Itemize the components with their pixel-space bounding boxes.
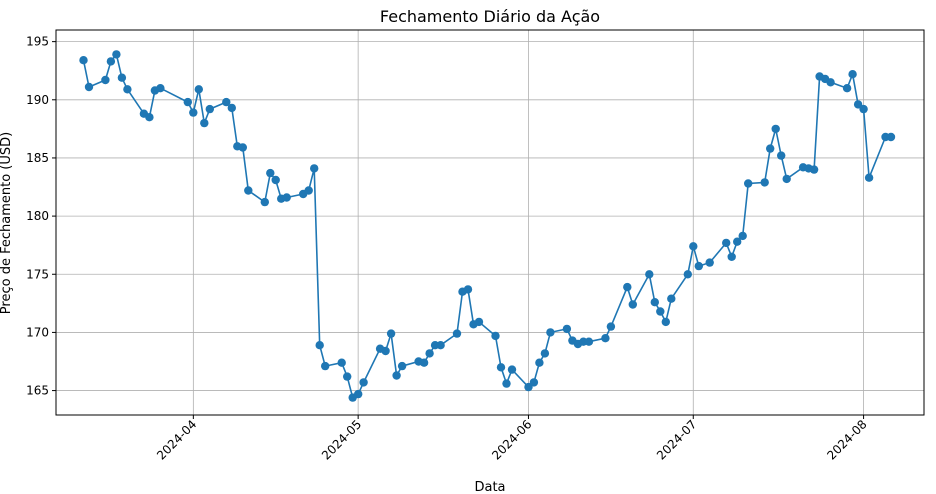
data-point (540, 349, 550, 358)
data-point (777, 151, 786, 160)
data-point (864, 173, 874, 182)
data-point (386, 329, 396, 338)
data-point (123, 85, 132, 94)
data-point (584, 337, 594, 346)
data-point (771, 124, 780, 134)
plot-frame (55, 29, 925, 416)
data-point (507, 365, 517, 374)
data-point (222, 97, 231, 107)
data-point (760, 178, 769, 187)
data-point (452, 329, 462, 338)
data-point (238, 143, 247, 152)
data-point (738, 231, 747, 241)
data-point (425, 349, 434, 358)
data-point (623, 282, 632, 292)
data-point (392, 371, 401, 380)
data-point (496, 363, 506, 372)
data-point (321, 361, 330, 371)
data-point (667, 294, 676, 303)
data-point (529, 378, 539, 387)
data-point (436, 341, 445, 350)
chart-title: Fechamento Diário da Ação (380, 7, 600, 26)
data-point (359, 378, 368, 387)
y-tick-label: 170 (26, 325, 49, 339)
data-point (112, 50, 121, 59)
data-point (656, 307, 665, 316)
data-point (859, 104, 868, 114)
data-point (826, 78, 835, 87)
data-point (628, 300, 637, 309)
data-point (101, 75, 110, 85)
data-point (397, 361, 407, 371)
data-point (722, 238, 731, 248)
data-point (886, 132, 896, 142)
data-point (205, 104, 214, 114)
data-point (705, 258, 714, 267)
data-point (189, 108, 198, 117)
data-point (84, 82, 94, 92)
data-point (156, 84, 165, 93)
data-point (809, 165, 819, 174)
data-point (782, 174, 791, 184)
data-point (244, 186, 253, 195)
data-point (117, 73, 127, 82)
data-point (183, 97, 192, 107)
data-point (727, 252, 736, 261)
data-point (381, 346, 390, 356)
data-point (683, 270, 692, 279)
y-tick-label: 195 (26, 35, 49, 49)
y-tick-label: 175 (26, 267, 49, 281)
data-point (419, 358, 429, 367)
data-point (744, 179, 753, 188)
data-point (271, 175, 280, 185)
data-point (606, 322, 616, 331)
data-point (562, 324, 572, 334)
data-point (842, 84, 852, 93)
data-point (227, 103, 236, 113)
data-point (260, 197, 269, 207)
data-point (650, 298, 659, 307)
data-point (524, 382, 533, 392)
data-point (79, 56, 88, 65)
y-tick-label: 190 (26, 93, 49, 107)
data-point (315, 341, 324, 350)
data-point (145, 113, 154, 122)
data-point (694, 261, 703, 271)
data-point (766, 144, 775, 153)
y-tick-label: 185 (26, 151, 49, 165)
data-point (354, 389, 363, 399)
data-point (282, 193, 291, 202)
data-point (106, 57, 116, 66)
data-point (733, 237, 742, 246)
data-point (463, 285, 473, 294)
data-point (343, 372, 352, 381)
y-tick-label: 165 (26, 384, 49, 398)
data-point (491, 331, 500, 341)
x-axis-label: Data (474, 480, 505, 494)
data-point (194, 85, 203, 94)
y-axis-label: Preço de Fechamento (USD) (0, 132, 14, 314)
data-point (474, 317, 484, 327)
data-point (200, 118, 209, 128)
data-point (661, 317, 670, 327)
data-point (645, 270, 654, 279)
data-point (601, 334, 610, 343)
data-series (79, 50, 896, 402)
data-point (266, 168, 275, 178)
data-point (535, 358, 544, 367)
data-point (304, 186, 313, 195)
data-point (546, 328, 555, 337)
data-point (337, 358, 346, 367)
y-tick-label: 180 (26, 209, 49, 223)
data-point (853, 100, 863, 109)
data-point (310, 164, 319, 173)
data-point (502, 379, 511, 388)
data-point (848, 70, 857, 79)
data-point (689, 242, 698, 251)
